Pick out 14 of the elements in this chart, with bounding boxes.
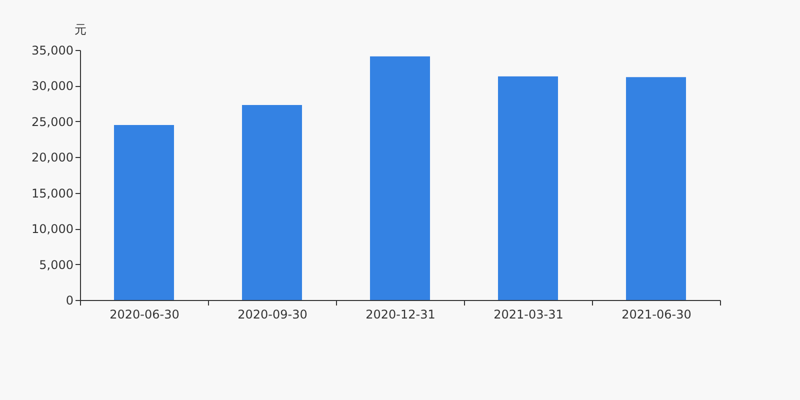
y-axis-title: 元 [74, 22, 86, 36]
x-tick-label: 2020-06-30 [110, 308, 180, 322]
x-tick-label: 2021-03-31 [494, 308, 564, 322]
y-tick-label: 5,000 [39, 258, 74, 272]
y-tick-label: 0 [66, 294, 74, 308]
y-tick-label: 25,000 [32, 114, 74, 129]
y-tick-label: 35,000 [32, 44, 74, 58]
x-tick-label: 2021-06-30 [622, 308, 692, 322]
x-tick-label: 2020-12-31 [366, 308, 436, 322]
y-tick-label: 15,000 [32, 186, 74, 200]
y-tick-label: 20,000 [32, 150, 74, 165]
y-tick-label: 10,000 [32, 222, 74, 236]
x-tick-label: 2020-09-30 [238, 308, 308, 322]
y-tick-label: 30,000 [32, 79, 74, 94]
